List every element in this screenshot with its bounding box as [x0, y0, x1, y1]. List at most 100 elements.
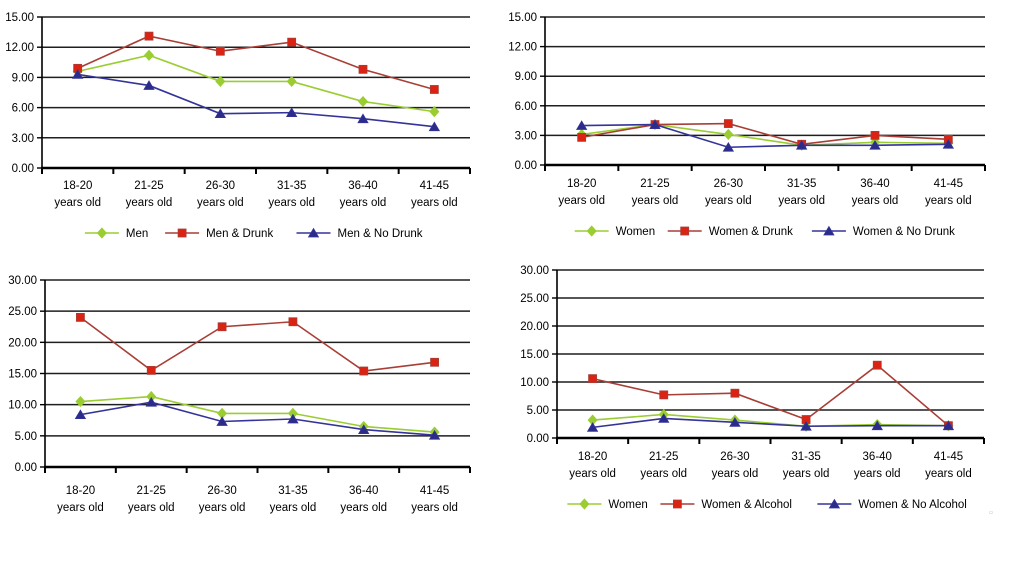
series-women-no-drunk-marker: [942, 138, 955, 149]
y-tick-label: 0.00: [527, 433, 549, 445]
y-tick-label: 3.00: [515, 130, 537, 142]
chart-men-alcohol: 0.00 5.00 10.00 15.00 20.00 25.00 30.00 18-20 ye…: [0, 252, 507, 567]
legend-women-drunk-marker: [680, 226, 690, 236]
series-women-no-alcohol-marker: [800, 420, 812, 431]
series-women-alcohol-marker: [872, 360, 882, 370]
x-tick-label-suffix: years old: [411, 502, 458, 514]
series-women-drunk-line: [581, 122, 949, 146]
legend-item-women: Women: [574, 225, 655, 238]
x-tick-label-suffix: years old: [705, 195, 752, 207]
y-tick-label: 20.00: [8, 337, 37, 349]
legend-women-marker: [586, 225, 597, 237]
x-tick-label-suffix: years old: [340, 197, 387, 209]
legend-men-no-drunk-marker: [307, 227, 320, 238]
series-men-no-alcohol: [74, 396, 441, 440]
x-tick-label-suffix: years old: [340, 502, 387, 514]
x-tick-label-suffix: years old: [270, 502, 317, 514]
x-tick-label: 31-35: [277, 180, 306, 192]
series-men-alcohol-marker: [288, 317, 298, 327]
y-tick-label: 0.00: [15, 462, 37, 474]
x-tick-label-suffix: years old: [640, 468, 687, 480]
series-women-no-drunk-line: [581, 123, 949, 149]
gridlines: [42, 16, 470, 139]
x-tick-label-suffix: years old: [632, 195, 679, 207]
y-tick-label: 12.00: [508, 42, 537, 54]
chart-men-drunk: 0.00 3.00 6.00 9.00 12.00 15.00 18-20 years old…: [0, 0, 507, 252]
x-tick-label: 21-25: [649, 451, 678, 463]
y-tick-label: 10.00: [520, 377, 549, 389]
series-men-no-drunk: [71, 69, 441, 132]
legend-label: Men & Drunk: [206, 228, 273, 240]
y-tick-label: 15.00: [508, 12, 537, 24]
x-tick-label-suffix: years old: [854, 468, 901, 480]
y-tick-label: 25.00: [520, 293, 549, 305]
x-tick-label-suffix: years old: [778, 195, 825, 207]
y-tick-label: 30.00: [520, 265, 549, 277]
series-women-no-alcohol: [586, 413, 955, 432]
series-women-marker: [723, 128, 734, 141]
y-tick-label: 5.00: [15, 431, 37, 443]
y-tick-label: 12.00: [5, 42, 34, 54]
series-men-drunk-marker: [358, 64, 368, 74]
legend-label: Women & Drunk: [709, 226, 793, 238]
y-tick-label: 9.00: [12, 72, 34, 84]
x-tick-label: 31-35: [787, 178, 816, 190]
series-women-alcohol-marker: [659, 390, 669, 400]
series-men-no-drunk-marker: [428, 121, 441, 132]
series-men-alcohol-marker: [430, 357, 439, 367]
legend-women-marker: [579, 498, 590, 510]
chart-women-alcohol: 0.00 5.00 10.00 15.00 20.00 25.00 30.00 18-20 ye…: [507, 252, 1015, 567]
x-tick-label: 21-25: [137, 485, 166, 497]
y-tick-label: 20.00: [520, 321, 549, 333]
series-men-drunk-marker: [287, 37, 297, 47]
series-men-no-drunk-marker: [71, 69, 84, 79]
x-tick-label-suffix: years old: [128, 502, 175, 514]
x-tick-label: 36-40: [863, 451, 892, 463]
axes: [540, 16, 986, 171]
y-tick-label: 15.00: [520, 349, 549, 361]
legend-item-women: Women: [567, 498, 648, 511]
series-men-no-drunk-marker: [357, 113, 369, 124]
x-tick-label-suffix: years old: [197, 197, 244, 209]
x-tick-label-suffix: years old: [199, 502, 246, 514]
series-men-no-drunk-marker: [285, 107, 298, 118]
series-men-marker: [215, 75, 226, 88]
series-men-alcohol-marker: [146, 365, 156, 375]
legend-men-drunk-marker: [177, 228, 187, 238]
series-men-no-drunk-marker: [214, 108, 227, 119]
series-men-marker: [357, 95, 369, 108]
legend-item-men-no-drunk: Men & No Drunk: [296, 227, 423, 240]
x-tick-label: 18-20: [63, 180, 92, 192]
series-men-no-alcohol-marker: [74, 409, 87, 420]
legend-label: Women & No Drunk: [853, 226, 955, 238]
gridlines: [545, 16, 985, 137]
series-men-marker: [429, 106, 440, 118]
legend-item-men: Men: [84, 227, 148, 240]
axes: [552, 269, 985, 444]
x-tick-label: 31-35: [791, 451, 820, 463]
series-men-marker: [143, 49, 155, 61]
series-women-alcohol-line: [592, 364, 949, 427]
legend: Men Men & Drunk Men & No Drunk: [84, 227, 423, 240]
series-women-no-alcohol-marker: [942, 420, 955, 431]
legend-label: Women: [608, 499, 647, 511]
x-tick-label: 21-25: [640, 178, 669, 190]
legend-label: Women: [616, 226, 655, 238]
x-tick-label-suffix: years old: [126, 197, 173, 209]
series-women-alcohol: [588, 360, 953, 431]
y-tick-label: 6.00: [12, 103, 34, 115]
legend: Women Women & Alcohol Women & No Alcohol: [567, 498, 967, 511]
x-tick-label-suffix: years old: [852, 195, 899, 207]
x-tick-label: 18-20: [578, 451, 607, 463]
series-women-alcohol-marker: [588, 374, 597, 384]
x-tick-label: 41-45: [934, 178, 963, 190]
x-tick-label-suffix: years old: [411, 197, 458, 209]
series-women-no-drunk: [575, 119, 955, 152]
legend-item-women-no-drunk: Women & No Drunk: [811, 225, 955, 238]
x-axis-labels: 18-20 years old 21-25 years old 26-30 years o…: [54, 180, 457, 209]
x-tick-label-suffix: years old: [558, 195, 605, 207]
x-tick-label: 26-30: [720, 451, 749, 463]
x-tick-label-suffix: years old: [712, 468, 759, 480]
series-women-drunk-marker: [577, 132, 587, 142]
series-women-no-alcohol-marker: [871, 420, 883, 431]
